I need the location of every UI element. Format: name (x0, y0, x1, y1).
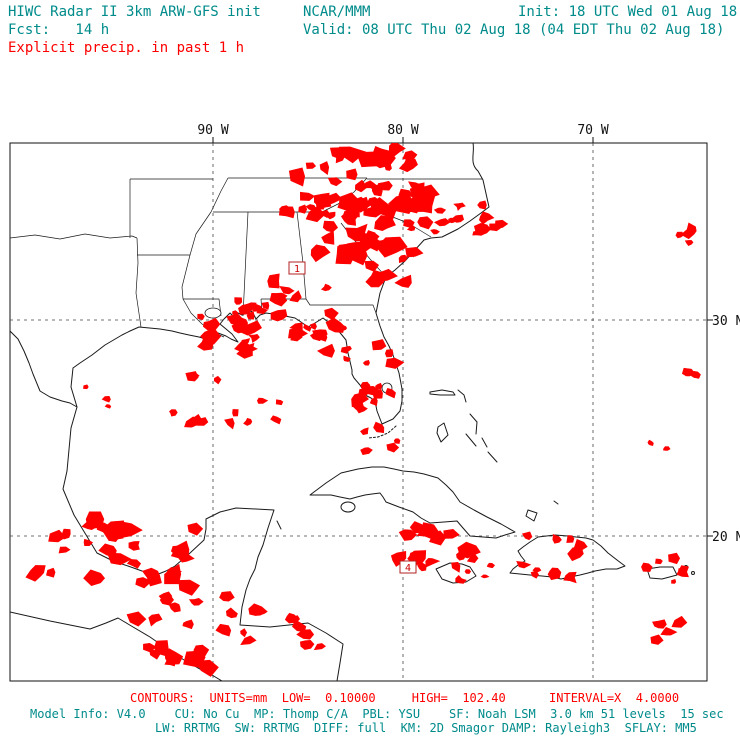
lon-label-70w: 70 W (577, 123, 608, 138)
islands (309, 389, 695, 584)
valid-time: Valid: 08 UTC Thu 02 Aug 18 (04 EDT Thu … (303, 22, 725, 38)
map-frame (9, 142, 708, 682)
lon-label-80w: 80 W (387, 123, 418, 138)
contours-info: CONTOURS: UNITS=mm LOW= 0.10000 HIGH= 10… (130, 691, 680, 705)
init-time: Init: 18 UTC Wed 01 Aug 18 (518, 4, 738, 20)
coastlines (10, 143, 490, 681)
axis-ticks (212, 137, 713, 537)
lat-label-20n: 20 N (712, 530, 740, 545)
domain-marker-1: 1 (288, 261, 306, 275)
field-label: Explicit precip. in past 1 h (8, 40, 245, 56)
domain-marker-4-label: 4 (405, 563, 411, 574)
page-title: HIWC Radar II 3km ARW-GFS init (8, 4, 261, 20)
domain-marker-4: 4 (399, 560, 417, 574)
domain-marker-1-label: 1 (294, 264, 300, 275)
lon-label-90w: 90 W (197, 123, 228, 138)
precip-overlay (25, 143, 701, 677)
graticule (10, 143, 707, 681)
model-info-line1: Model Info: V4.0 CU: No Cu MP: Thomp C/A… (30, 707, 724, 721)
fcst-hour: Fcst: 14 h (8, 22, 110, 38)
model-info-line2: LW: RRTMG SW: RRTMG DIFF: full KM: 2D Sm… (155, 721, 697, 735)
lat-label-30n: 30 N (712, 314, 740, 329)
org-label: NCAR/MMM (303, 4, 371, 20)
